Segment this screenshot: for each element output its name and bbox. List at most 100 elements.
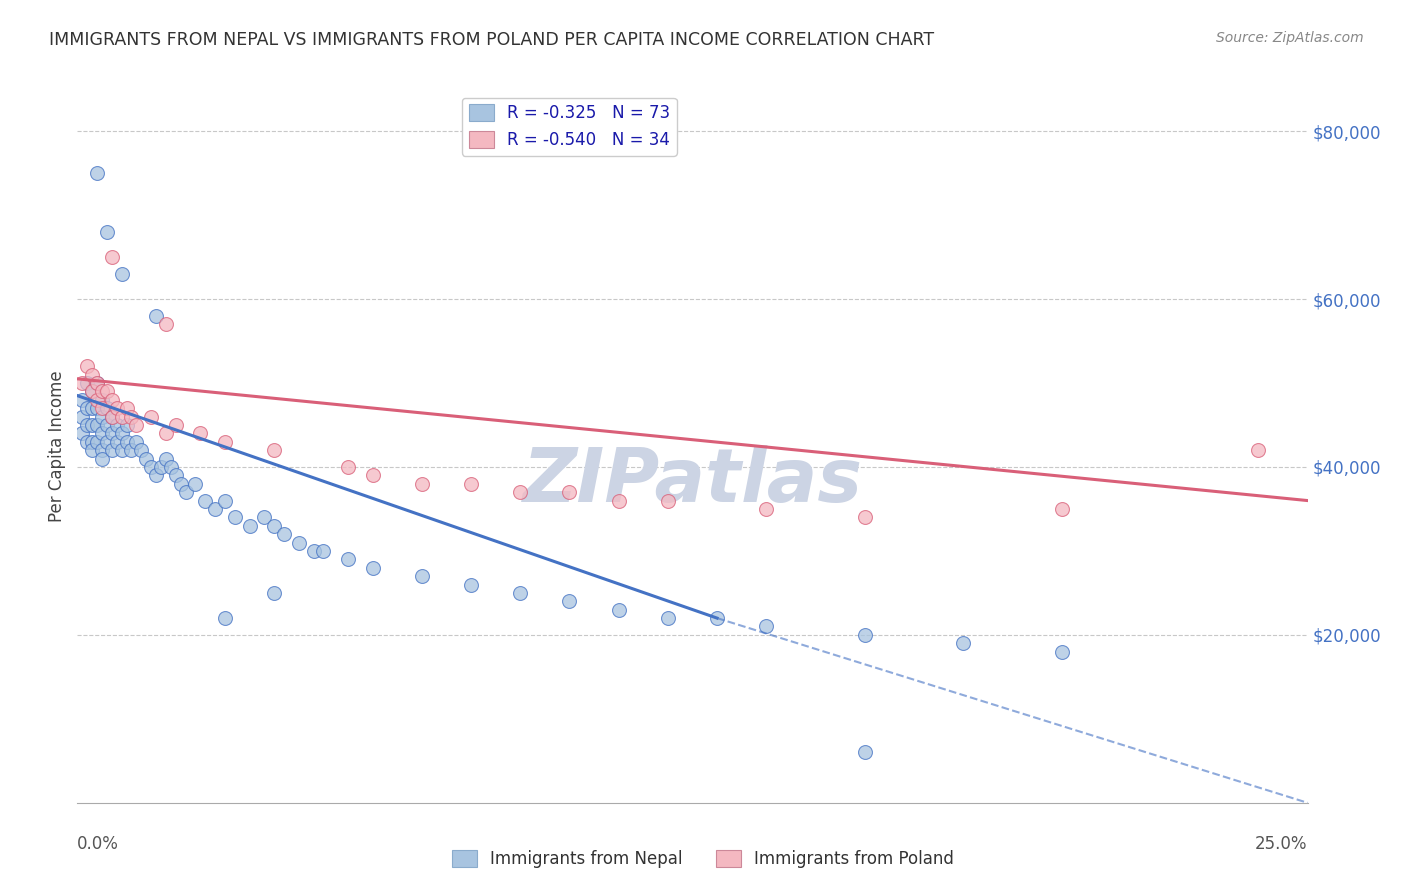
Point (145, 309, 167, 323)
Point (86, 376, 108, 390)
Point (105, 401, 128, 416)
Point (90, 443, 114, 458)
Point (86, 417, 108, 432)
Point (509, 586, 531, 600)
Point (155, 451, 177, 466)
Point (141, 409, 163, 424)
Point (411, 569, 433, 583)
Point (90, 426, 114, 441)
Point (96, 417, 118, 432)
Point (460, 577, 482, 591)
Point (141, 460, 163, 475)
Point (86, 376, 108, 390)
Point (121, 409, 143, 424)
Point (184, 476, 207, 491)
Text: ZIPatlas: ZIPatlas (523, 445, 862, 518)
Point (82, 401, 104, 416)
Point (111, 409, 132, 424)
Point (509, 485, 531, 500)
Legend: Immigrants from Nepal, Immigrants from Poland: Immigrants from Nepal, Immigrants from P… (446, 843, 960, 875)
Point (224, 510, 246, 524)
Point (90, 451, 114, 466)
Point (607, 493, 630, 508)
Point (312, 544, 335, 558)
Point (96, 225, 118, 239)
Point (155, 318, 177, 332)
Point (76, 376, 98, 390)
Point (288, 535, 311, 549)
Point (82, 384, 104, 399)
Point (86, 434, 108, 449)
Point (170, 476, 193, 491)
Point (214, 434, 236, 449)
Point (131, 443, 153, 458)
Point (111, 443, 132, 458)
Text: Source: ZipAtlas.com: Source: ZipAtlas.com (1216, 31, 1364, 45)
Point (111, 267, 132, 281)
Point (194, 493, 217, 508)
Point (706, 611, 728, 625)
Point (361, 468, 384, 483)
Point (239, 518, 262, 533)
Point (263, 518, 285, 533)
Point (361, 560, 384, 574)
Point (165, 417, 187, 432)
Point (90, 392, 114, 407)
Y-axis label: Per Capita Income: Per Capita Income (48, 370, 66, 522)
Point (755, 619, 778, 633)
Point (657, 611, 679, 625)
Point (76, 401, 98, 416)
Point (115, 417, 138, 432)
Point (160, 460, 183, 475)
Point (82, 417, 104, 432)
Point (82, 384, 104, 399)
Point (607, 603, 630, 617)
Point (70, 426, 93, 441)
Point (82, 368, 104, 382)
Point (115, 434, 138, 449)
Point (337, 460, 360, 475)
Point (86, 166, 108, 180)
Point (86, 401, 108, 416)
Point (253, 510, 276, 524)
Point (204, 502, 226, 516)
Point (101, 426, 124, 441)
Point (460, 476, 482, 491)
Point (214, 611, 236, 625)
Legend: R = -0.325   N = 73, R = -0.540   N = 34: R = -0.325 N = 73, R = -0.540 N = 34 (463, 97, 676, 155)
Point (657, 493, 679, 508)
Point (174, 485, 197, 500)
Point (558, 594, 581, 608)
Point (150, 460, 173, 475)
Point (101, 443, 124, 458)
Point (155, 426, 177, 441)
Point (302, 544, 325, 558)
Point (101, 392, 124, 407)
Point (101, 409, 124, 424)
Point (86, 392, 108, 407)
Point (853, 510, 876, 524)
Point (853, 746, 876, 760)
Point (115, 401, 138, 416)
Point (105, 434, 128, 449)
Text: IMMIGRANTS FROM NEPAL VS IMMIGRANTS FROM POLAND PER CAPITA INCOME CORRELATION CH: IMMIGRANTS FROM NEPAL VS IMMIGRANTS FROM… (49, 31, 935, 49)
Point (337, 552, 360, 566)
Point (121, 443, 143, 458)
Point (101, 250, 124, 264)
Point (76, 434, 98, 449)
Point (190, 426, 212, 441)
Point (853, 628, 876, 642)
Point (105, 417, 128, 432)
Point (101, 409, 124, 424)
Point (1050, 502, 1073, 516)
Point (125, 417, 148, 432)
Point (70, 392, 93, 407)
Text: 0.0%: 0.0% (77, 835, 120, 853)
Text: 25.0%: 25.0% (1256, 835, 1308, 853)
Point (952, 636, 974, 650)
Point (111, 426, 132, 441)
Point (90, 384, 114, 399)
Point (70, 376, 93, 390)
Point (135, 451, 157, 466)
Point (273, 527, 295, 541)
